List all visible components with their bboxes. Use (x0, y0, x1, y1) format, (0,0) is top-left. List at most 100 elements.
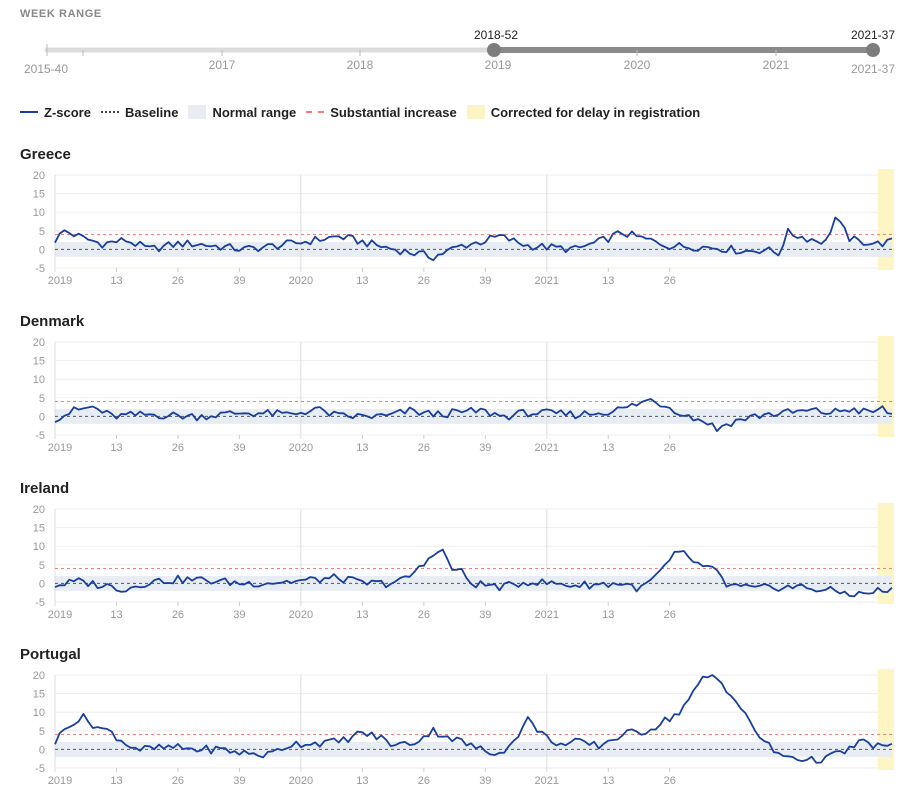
slider-range-end: 2021-37 (851, 62, 895, 76)
x-tick-label: 39 (233, 275, 245, 287)
slider-end-handle[interactable] (866, 43, 880, 57)
y-tick-label: 15 (33, 523, 45, 535)
legend-corrected[interactable]: Corrected for delay in registration (466, 104, 701, 120)
slider-year-label: 2021 (763, 58, 790, 72)
y-tick-label: 20 (33, 670, 45, 682)
x-tick-label: 13 (356, 442, 368, 454)
slider-year-label: 2020 (624, 58, 651, 72)
x-tick-label: 26 (418, 609, 430, 621)
x-tick-label: 13 (602, 775, 614, 787)
x-tick-label: 39 (479, 275, 491, 287)
x-tick-label: 39 (233, 442, 245, 454)
x-tick-label: 26 (664, 609, 676, 621)
x-tick-label: 2019 (48, 609, 72, 621)
slider-year-label: 2018 (347, 58, 374, 72)
y-tick-label: 10 (33, 207, 45, 219)
y-tick-label: 10 (33, 374, 45, 386)
x-tick-label: 26 (418, 442, 430, 454)
legend-zscore-label: Z-score (44, 104, 91, 120)
x-tick-label: 2019 (48, 442, 72, 454)
y-tick-label: 15 (33, 356, 45, 368)
x-tick-label: 13 (602, 609, 614, 621)
legend-normal-range-swatch (188, 105, 207, 119)
chart-legend: Z-score Baseline Normal range Substantia… (20, 103, 710, 121)
country-chart: -5 0 5 10 15 20 2019 13 26 39 2020 13 26 39 2021 13 26 (33, 169, 894, 287)
y-tick-label: 10 (33, 541, 45, 553)
legend-baseline-label: Baseline (124, 104, 179, 120)
week-range-slider[interactable]: 2018-52 2021-37 2015-40 2021-37 2017 201… (0, 24, 902, 84)
x-tick-label: 13 (356, 275, 368, 287)
x-tick-label: 2021 (535, 275, 559, 287)
x-tick-label: 26 (664, 275, 676, 287)
x-tick-label: 26 (664, 442, 676, 454)
x-tick-label: 2019 (48, 775, 72, 787)
legend-corrected-label: Corrected for delay in registration (490, 104, 701, 120)
week-range-label: WEEK RANGE (20, 8, 102, 20)
x-tick-label: 2021 (535, 775, 559, 787)
zscore-line[interactable] (54, 216, 893, 262)
legend-substantial-label: Substantial increase (330, 104, 457, 120)
x-tick-label: 39 (233, 609, 245, 621)
slider-range-start: 2015-40 (24, 62, 68, 76)
x-tick-label: 13 (110, 609, 122, 621)
x-tick-label: 2019 (48, 275, 72, 287)
country-chart: -5 0 5 10 15 20 2019 13 26 39 2020 13 26 39 2021 13 26 (33, 669, 894, 787)
y-tick-label: 10 (33, 707, 45, 719)
legend-corrected-swatch (466, 105, 485, 119)
zscore-line[interactable] (54, 548, 893, 598)
y-tick-label: 20 (33, 504, 45, 516)
y-tick-label: 15 (33, 189, 45, 201)
country-title: Denmark (20, 313, 85, 330)
x-tick-label: 26 (172, 609, 184, 621)
y-tick-label: 5 (39, 560, 45, 572)
y-tick-label: 15 (33, 689, 45, 701)
x-tick-label: 39 (479, 442, 491, 454)
x-tick-label: 26 (172, 442, 184, 454)
x-tick-label: 2020 (289, 609, 313, 621)
x-tick-label: 13 (356, 609, 368, 621)
x-tick-label: 2020 (289, 275, 313, 287)
legend-zscore[interactable]: Z-score (20, 105, 91, 120)
country-chart: -5 0 5 10 15 20 2019 13 26 39 2020 13 26 39 2021 13 26 (33, 336, 894, 454)
x-tick-label: 26 (418, 275, 430, 287)
y-tick-label: -5 (35, 263, 45, 275)
legend-substantial-swatch (306, 111, 325, 113)
country-title: Ireland (20, 480, 70, 497)
x-tick-label: 13 (110, 775, 122, 787)
x-tick-label: 26 (172, 775, 184, 787)
y-tick-label: 0 (39, 411, 45, 423)
legend-substantial-increase[interactable]: Substantial increase (306, 104, 457, 120)
slider-year-label: 2017 (209, 58, 236, 72)
country-title: Greece (20, 146, 71, 163)
legend-zscore-swatch (20, 111, 38, 113)
y-tick-label: 0 (39, 244, 45, 256)
y-tick-label: -5 (35, 763, 45, 775)
slider-start-handle[interactable] (487, 43, 501, 57)
y-tick-label: -5 (35, 597, 45, 609)
x-tick-label: 2021 (535, 609, 559, 621)
x-tick-label: 13 (110, 442, 122, 454)
slider-selected-end: 2021-37 (851, 28, 895, 42)
x-tick-label: 13 (602, 442, 614, 454)
legend-baseline[interactable]: Baseline (100, 104, 179, 120)
legend-normal-range[interactable]: Normal range (188, 105, 296, 120)
x-tick-label: 26 (418, 775, 430, 787)
y-tick-label: 20 (33, 170, 45, 182)
x-tick-label: 39 (479, 775, 491, 787)
legend-normal-range-label: Normal range (212, 104, 297, 120)
x-tick-label: 13 (110, 275, 122, 287)
x-tick-label: 13 (356, 775, 368, 787)
x-tick-label: 26 (172, 275, 184, 287)
y-tick-label: 0 (39, 578, 45, 590)
zscore-line[interactable] (54, 398, 893, 432)
y-tick-label: 5 (39, 726, 45, 738)
x-tick-label: 26 (664, 775, 676, 787)
slider-year-label: 2019 (485, 58, 512, 72)
x-tick-label: 2020 (289, 775, 313, 787)
y-tick-label: 5 (39, 226, 45, 238)
x-tick-label: 39 (233, 775, 245, 787)
country-title: Portugal (20, 646, 81, 663)
legend-baseline-swatch (100, 111, 119, 113)
x-tick-label: 39 (479, 609, 491, 621)
zscore-line[interactable] (54, 674, 893, 764)
